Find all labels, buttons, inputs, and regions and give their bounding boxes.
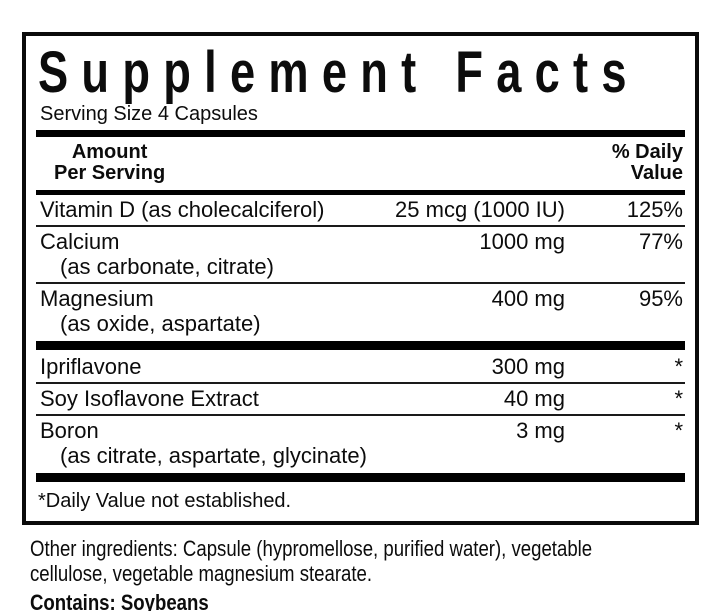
amount-per-serving-header: Amount Per Serving xyxy=(54,142,165,184)
nutrient-row-ipriflavone: Ipriflavone 300 mg * xyxy=(36,352,685,382)
nutrient-daily-value: 125% xyxy=(626,197,683,222)
nutrient-amount: 300 mg xyxy=(491,354,565,379)
row-separator xyxy=(36,414,685,416)
nutrient-row-soy-isoflavone: Soy Isoflavone Extract 40 mg * xyxy=(36,384,685,414)
nutrient-name: Vitamin D (as cholecalciferol) xyxy=(40,197,325,222)
nutrient-daily-value: * xyxy=(674,354,683,379)
divider-thick-top xyxy=(36,130,685,137)
nutrient-daily-value: * xyxy=(674,386,683,411)
allergen-contains-text: Contains: Soybeans xyxy=(30,590,209,611)
nutrient-daily-value: 95% xyxy=(638,286,683,311)
label-footer: Other ingredients: Capsule (hypromellose… xyxy=(30,536,657,611)
dv-header-line1: % Daily xyxy=(611,141,683,163)
divider-medium-header xyxy=(36,190,685,195)
nutrient-name: Calcium xyxy=(40,229,120,254)
nutrient-amount: 25 mcg (1000 IU) xyxy=(395,197,565,222)
column-headers: Amount Per Serving % Daily Value xyxy=(36,137,685,190)
nutrient-row-magnesium: Magnesium 400 mg 95% xyxy=(36,284,685,314)
nutrient-row-boron: Boron 3 mg * xyxy=(36,416,685,446)
nutrient-name: Ipriflavone xyxy=(40,354,142,379)
nutrient-source-note: (as oxide, aspartate) xyxy=(60,311,261,336)
nutrient-source-note: (as citrate, aspartate, glycinate) xyxy=(60,443,367,468)
nutrient-amount: 40 mg xyxy=(503,386,565,411)
row-separator xyxy=(36,382,685,384)
panel-title-wrap: Supplement Facts xyxy=(36,44,685,102)
daily-value-footnote: *Daily Value not established. xyxy=(38,490,292,512)
nutrient-row-calcium: Calcium 1000 mg 77% xyxy=(36,227,685,257)
divider-thick-middle xyxy=(36,341,685,350)
nutrient-daily-value: * xyxy=(674,418,683,443)
nutrient-source-note: (as carbonate, citrate) xyxy=(60,254,274,279)
amount-header-line2: Per Serving xyxy=(54,162,166,184)
supplement-facts-panel: Supplement Facts Serving Size 4 Capsules… xyxy=(22,32,699,525)
nutrient-name: Soy Isoflavone Extract xyxy=(40,386,259,411)
amount-header-line1: Amount xyxy=(71,141,148,163)
other-ingredients-text: Other ingredients: Capsule (hypromellose… xyxy=(30,536,593,586)
row-separator xyxy=(36,225,685,227)
nutrient-amount: 1000 mg xyxy=(479,229,565,254)
nutrient-name: Boron xyxy=(40,418,99,443)
daily-value-header: % Daily Value xyxy=(612,142,683,184)
nutrient-row-vitamin-d: Vitamin D (as cholecalciferol) 25 mcg (1… xyxy=(36,195,685,225)
nutrient-name: Magnesium xyxy=(40,286,154,311)
nutrient-daily-value: 77% xyxy=(638,229,683,254)
serving-size-text: Serving Size 4 Capsules xyxy=(40,103,258,125)
row-separator xyxy=(36,282,685,284)
nutrient-amount: 3 mg xyxy=(516,418,565,443)
panel-title: Supplement Facts xyxy=(38,40,640,105)
nutrient-amount: 400 mg xyxy=(491,286,565,311)
divider-thick-bottom xyxy=(36,473,685,482)
dv-header-line2: Value xyxy=(630,162,683,184)
